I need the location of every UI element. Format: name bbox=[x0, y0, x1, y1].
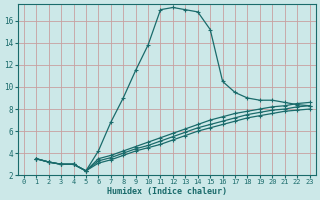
X-axis label: Humidex (Indice chaleur): Humidex (Indice chaleur) bbox=[107, 187, 227, 196]
